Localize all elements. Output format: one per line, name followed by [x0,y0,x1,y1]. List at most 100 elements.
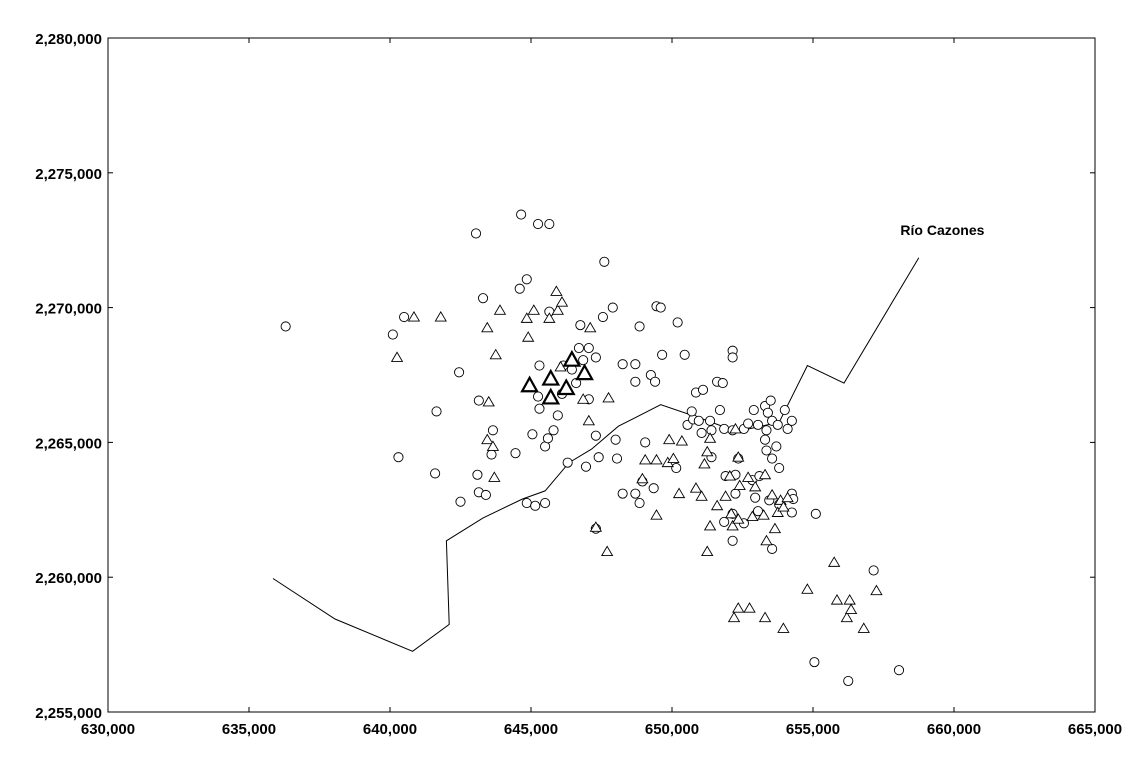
y-tick-label: 2,270,000 [35,301,102,318]
circle-point [597,311,608,323]
triangle-point [584,321,597,333]
circle-point [580,461,592,472]
triangle-point [710,499,724,511]
circle-point [893,665,905,676]
circle-point [772,419,783,430]
circle-point [686,406,697,417]
circle-point [540,498,551,509]
circle-point [730,488,741,499]
triangle-point [701,545,714,557]
circle-point [516,209,527,220]
triangle-point [390,351,404,362]
circle-point [590,352,601,363]
triangle-point [551,304,564,315]
circle-point [782,423,793,434]
triangle-point [698,457,711,469]
circle-point [575,320,586,331]
bold-triangle-point [520,375,539,393]
circle-point [719,423,730,434]
circle-point [617,488,628,499]
triangle-point [486,440,500,451]
triangle-point [758,468,772,480]
circle-point [774,462,785,474]
circle-point [727,352,738,363]
y-tick-label: 2,280,000 [35,31,102,48]
circle-point [562,457,573,468]
triangle-point [801,583,814,594]
circle-point [717,378,728,389]
x-tick-label: 635,000 [222,721,276,738]
circle-point [762,407,773,418]
triangle-point [602,391,615,403]
circle-point [767,453,778,464]
triangle-point [636,472,649,484]
circle-point [765,395,776,406]
circle-point [521,498,532,509]
circle-point [696,427,707,439]
circle-point [706,425,717,436]
triangle-point [520,312,533,323]
circle-point [719,516,730,527]
triangle-point [481,321,494,333]
bold-triangle-point [541,368,561,386]
x-tick-label: 645,000 [504,721,558,738]
circle-point [630,359,641,370]
triangle-point [723,470,736,481]
circle-point [779,404,790,416]
circle-point [714,404,725,416]
y-tick-label: 2,275,000 [35,166,102,183]
y-tick-label: 2,255,000 [35,705,102,722]
circle-point [530,500,541,511]
triangle-point [840,611,854,623]
triangle-point [689,482,703,493]
circle-point [786,415,797,426]
triangle-point [527,304,541,315]
triangle-point [870,584,883,596]
triangle-point [827,556,841,567]
circle-point [430,468,441,479]
triangle-point [733,479,746,490]
circle-point [843,675,854,687]
triangle-point [732,513,745,524]
triangle-point [843,594,856,605]
triangle-point [757,509,770,520]
triangle-point [667,452,680,464]
triangle-point [758,611,772,623]
circle-point [542,433,553,444]
x-tick-label: 640,000 [363,721,417,738]
circle-point [634,321,645,332]
triangle-point [741,471,755,482]
circle-point [548,425,559,436]
y-tick-label: 2,265,000 [35,435,102,452]
circle-point [752,419,764,430]
y-axis: 2,255,000 2,260,000 2,265,000 2,270,000 2,27… [35,31,1095,722]
triangle-point [777,501,790,512]
circle-point [431,406,442,417]
bold-triangle-point [541,387,561,405]
circle-point [810,508,821,519]
x-tick-label: 650,000 [645,721,699,738]
circle-point [771,441,782,452]
circle-point [590,430,601,441]
triangle-point [857,622,870,633]
circle-point [573,342,584,354]
circle-point [571,378,582,389]
circle-point [607,302,618,313]
circle-point [544,218,555,230]
triangle-point [482,395,495,407]
circle-point [761,445,772,456]
circle-point [760,434,771,445]
bold-triangle-point [575,363,594,381]
triangle-point [777,622,790,633]
circle-point [655,302,666,313]
triangle-point [555,296,569,307]
triangle-point [732,602,745,613]
triangle-point [746,510,759,521]
circle-point [786,507,797,518]
circle-point [693,415,704,426]
circle-point [705,415,716,426]
triangle-point [481,433,494,445]
circle-point [697,384,709,395]
circle-point [809,657,820,668]
